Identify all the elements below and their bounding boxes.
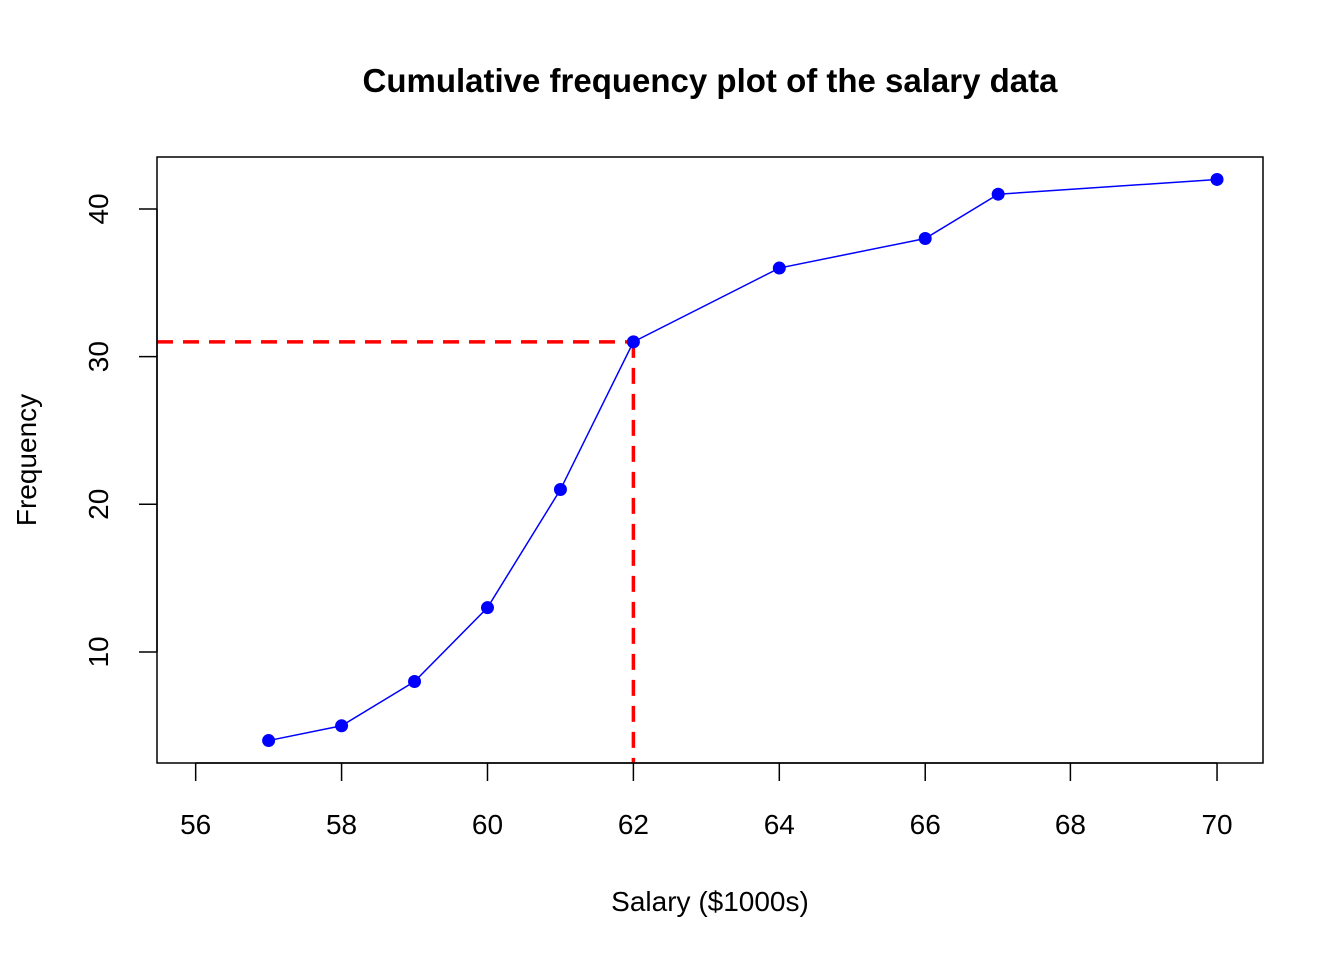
data-point <box>335 719 349 733</box>
x-tick-label: 56 <box>180 809 211 840</box>
x-tick-label: 62 <box>618 809 649 840</box>
x-axis-label: Salary ($1000s) <box>611 886 809 917</box>
data-point <box>991 187 1005 201</box>
data-point <box>772 261 786 275</box>
x-tick-label: 66 <box>910 809 941 840</box>
data-point <box>408 674 422 688</box>
chart-title: Cumulative frequency plot of the salary … <box>363 62 1059 99</box>
y-tick-label: 10 <box>83 636 114 667</box>
x-axis: 56 58 60 62 64 66 68 70 <box>180 762 1233 840</box>
x-tick-label: 68 <box>1055 809 1086 840</box>
x-tick-label: 60 <box>472 809 503 840</box>
data-point <box>553 483 567 497</box>
y-tick-label: 20 <box>83 489 114 520</box>
y-axis-label: Frequency <box>11 394 42 526</box>
data-point <box>626 335 640 349</box>
y-tick-label: 40 <box>83 193 114 224</box>
x-tick-label: 58 <box>326 809 357 840</box>
y-tick-label: 30 <box>83 341 114 372</box>
data-point <box>918 232 932 246</box>
x-tick-label: 64 <box>764 809 795 840</box>
plot-frame <box>156 156 1264 764</box>
y-axis: 10 20 30 40 <box>83 193 158 668</box>
series-line <box>268 178 1218 742</box>
data-point <box>480 601 494 615</box>
data-point <box>262 734 276 748</box>
series-layer <box>262 172 1224 748</box>
reference-lines <box>157 340 636 763</box>
data-point <box>1210 172 1224 186</box>
x-tick-label: 70 <box>1201 809 1232 840</box>
